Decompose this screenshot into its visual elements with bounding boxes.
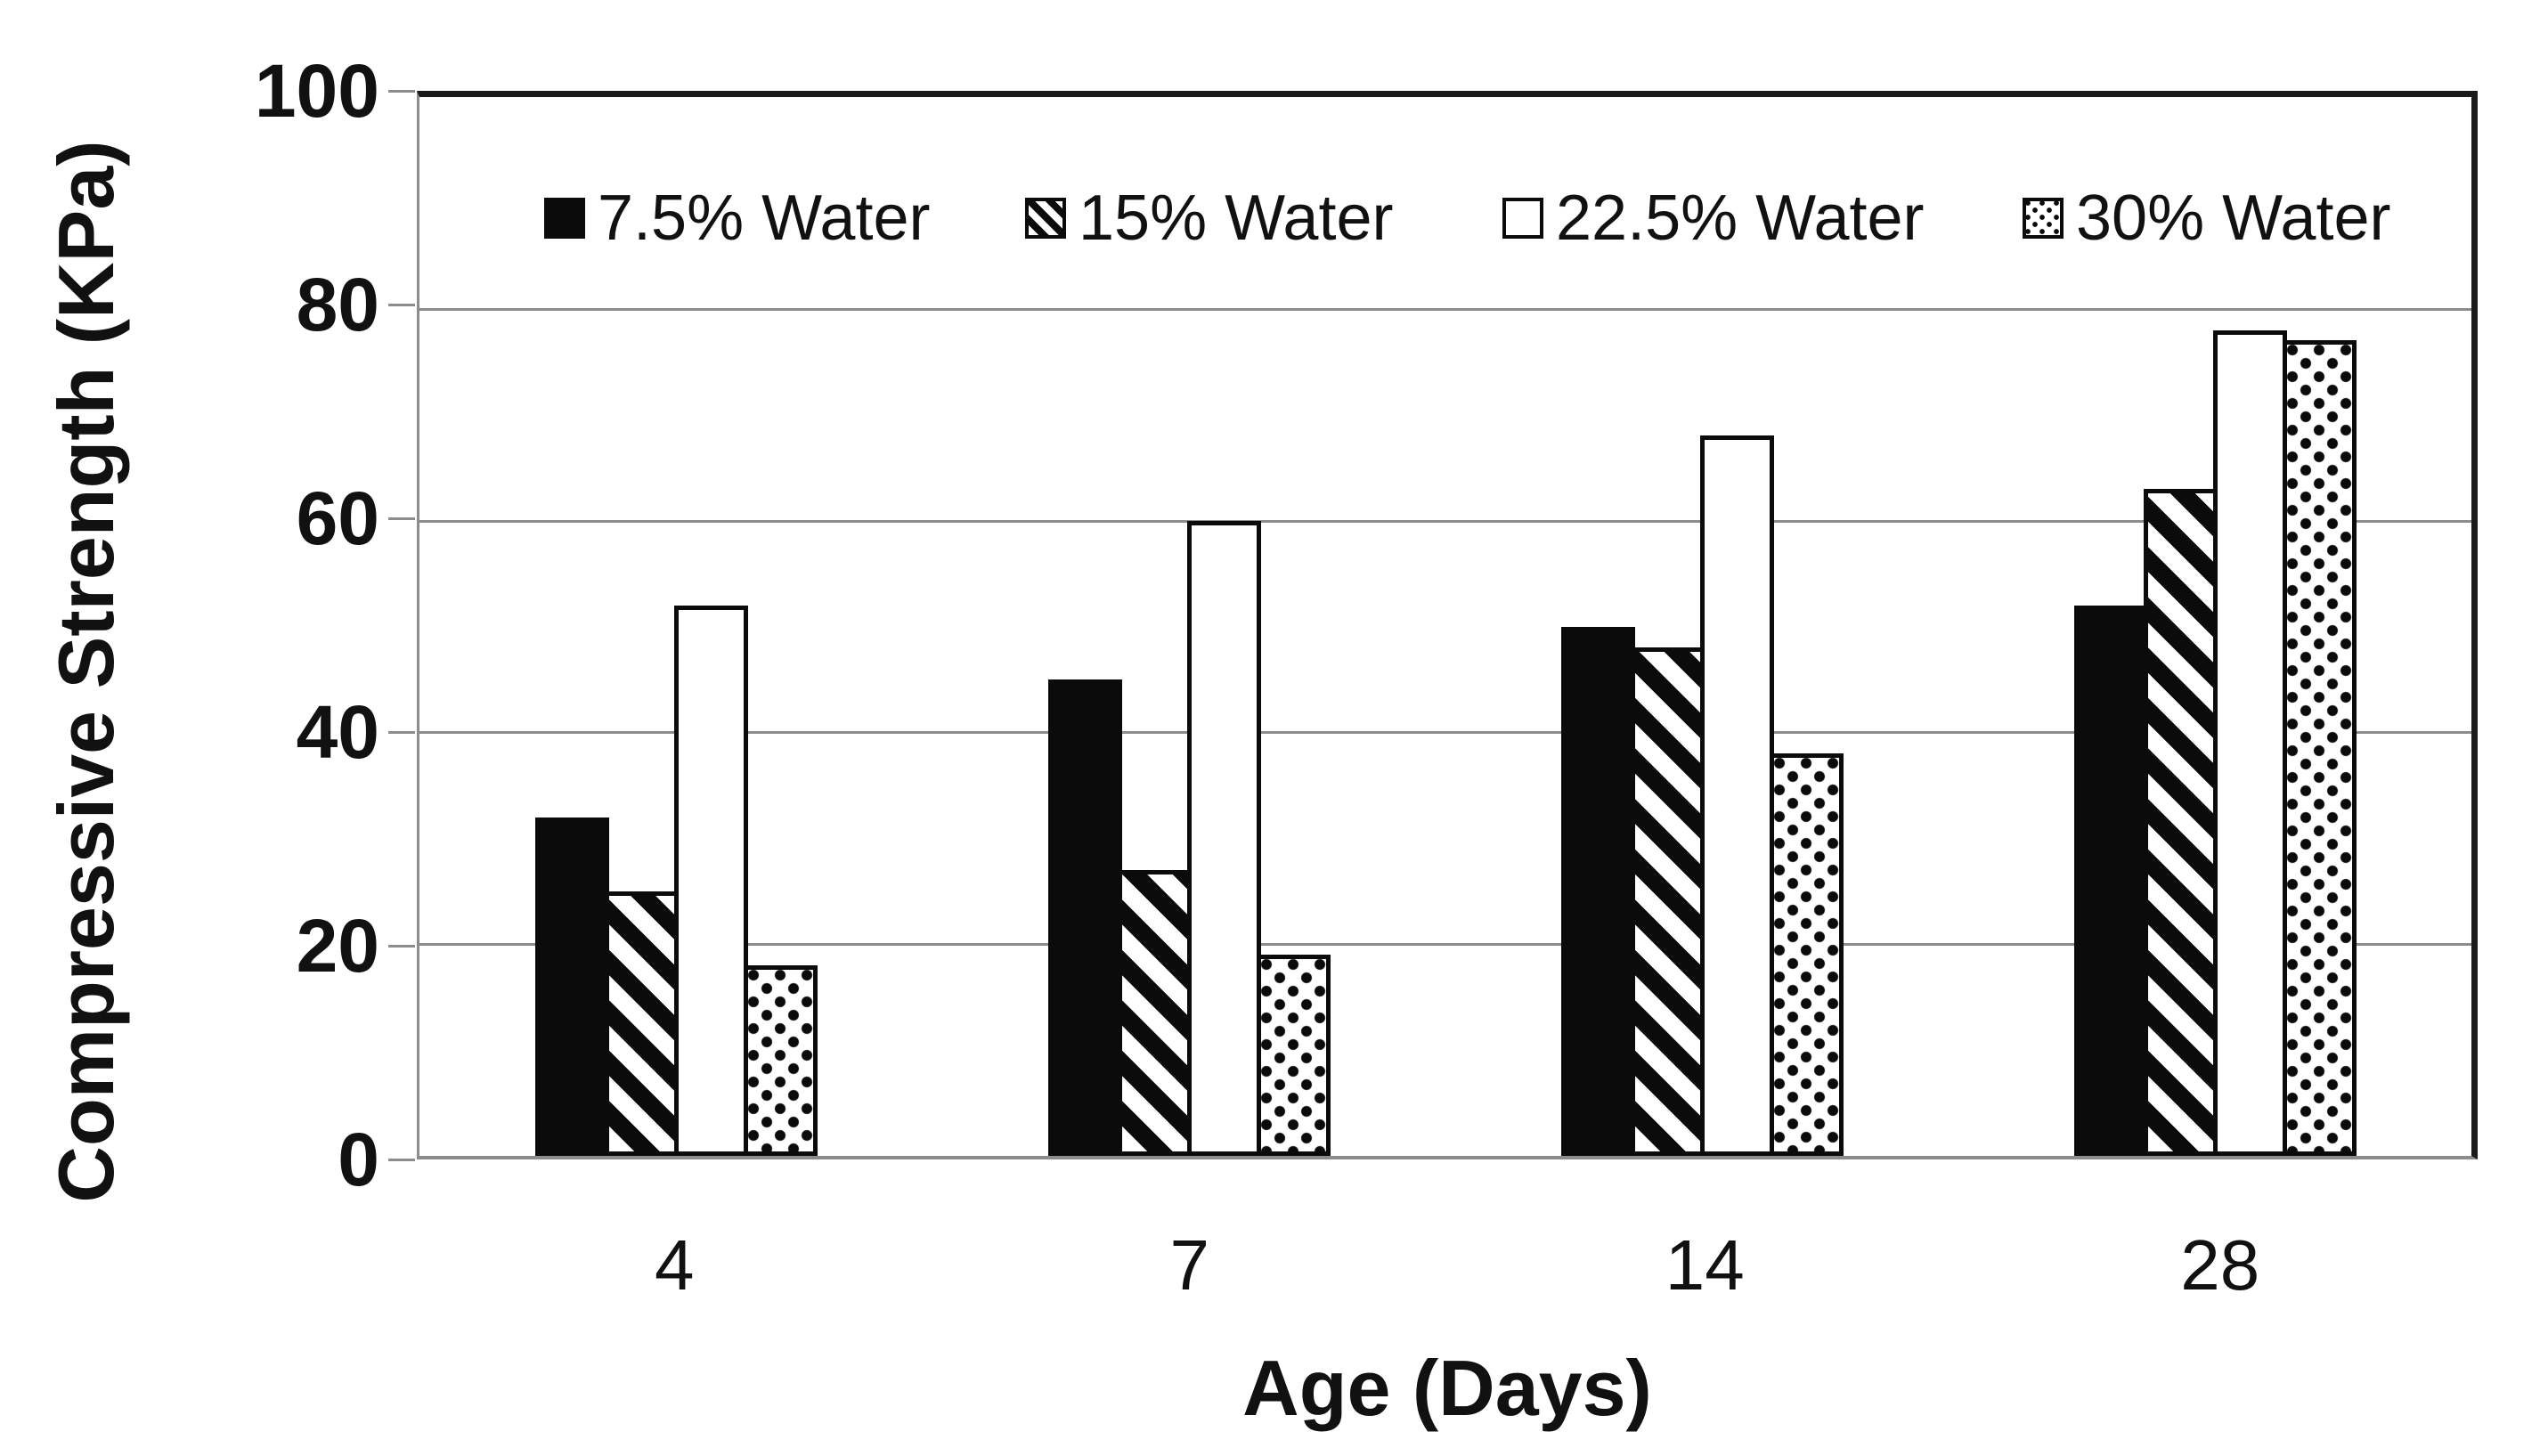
y-axis-tick-100 [388, 90, 415, 93]
bar-30-water-age-28 [2282, 340, 2357, 1156]
gridline-40 [419, 731, 2471, 735]
bar-group-age-28 [1958, 97, 2471, 1156]
y-tick-label-80: 80 [296, 263, 379, 346]
legend-marker-diagonal-stripes-icon [1025, 198, 1066, 239]
bar-22-5-water-age-28 [2212, 329, 2287, 1156]
y-axis-tick-20 [388, 945, 415, 948]
legend-item-22-5-water: 22.5% Water [1502, 183, 1925, 254]
bar-22-5-water-age-4 [673, 605, 748, 1156]
x-tick-label-14: 14 [1665, 1225, 1745, 1305]
bar-group-age-7 [932, 97, 1445, 1156]
legend-item-30-water: 30% Water [2023, 183, 2391, 254]
bar-22-5-water-age-14 [1699, 435, 1774, 1156]
bar-7-5-water-age-28 [2073, 605, 2148, 1156]
bar-30-water-age-4 [743, 964, 818, 1156]
bar-7-5-water-age-4 [534, 817, 609, 1156]
legend: 7.5% Water 15% Water 22.5% Water 30% Water [419, 97, 2471, 275]
x-tick-label-7: 7 [1169, 1225, 1210, 1305]
y-tick-label-0: 0 [338, 1118, 379, 1201]
legend-label: 30% Water [2076, 183, 2391, 254]
legend-item-7-5-water: 7.5% Water [544, 183, 931, 254]
x-axis-title: Age (Days) [1242, 1344, 1652, 1432]
legend-label: 22.5% Water [1556, 183, 1925, 254]
bar-group-age-14 [1445, 97, 1958, 1156]
x-tick-label-4: 4 [655, 1225, 695, 1305]
bar-15-water-age-28 [2143, 488, 2218, 1156]
legend-marker-dots-icon [2023, 198, 2064, 239]
legend-label: 7.5% Water [598, 183, 931, 254]
gridline-80 [419, 307, 2471, 311]
y-tick-label-100: 100 [254, 49, 379, 133]
bar-30-water-age-14 [1769, 753, 1844, 1156]
legend-marker-solid-black-icon [544, 198, 585, 239]
bar-15-water-age-4 [604, 891, 679, 1156]
y-axis-tick-0 [388, 1159, 415, 1161]
y-axis-tick-80 [388, 304, 415, 306]
plot-area: 7.5% Water 15% Water 22.5% Water 30% Water [417, 91, 2478, 1159]
bar-7-5-water-age-14 [1560, 626, 1635, 1156]
y-tick-label-20: 20 [296, 904, 379, 988]
bar-group-age-4 [419, 97, 932, 1156]
bar-15-water-age-7 [1117, 869, 1192, 1156]
legend-label: 15% Water [1079, 183, 1394, 254]
bar-22-5-water-age-7 [1186, 520, 1261, 1156]
legend-item-15-water: 15% Water [1025, 183, 1394, 254]
legend-marker-white-icon [1502, 198, 1543, 239]
bar-7-5-water-age-7 [1047, 679, 1122, 1156]
y-tick-label-40: 40 [296, 690, 379, 774]
x-tick-label-28: 28 [2180, 1225, 2260, 1305]
y-axis-tick-40 [388, 731, 415, 734]
bar-15-water-age-14 [1630, 647, 1705, 1156]
y-tick-label-60: 60 [296, 476, 379, 560]
gridline-60 [419, 519, 2471, 523]
gridline-20 [419, 943, 2471, 947]
y-axis-title: Compressive Strength (KPa) [42, 140, 130, 1203]
bar-30-water-age-7 [1256, 955, 1331, 1156]
y-axis-tick-60 [388, 517, 415, 520]
